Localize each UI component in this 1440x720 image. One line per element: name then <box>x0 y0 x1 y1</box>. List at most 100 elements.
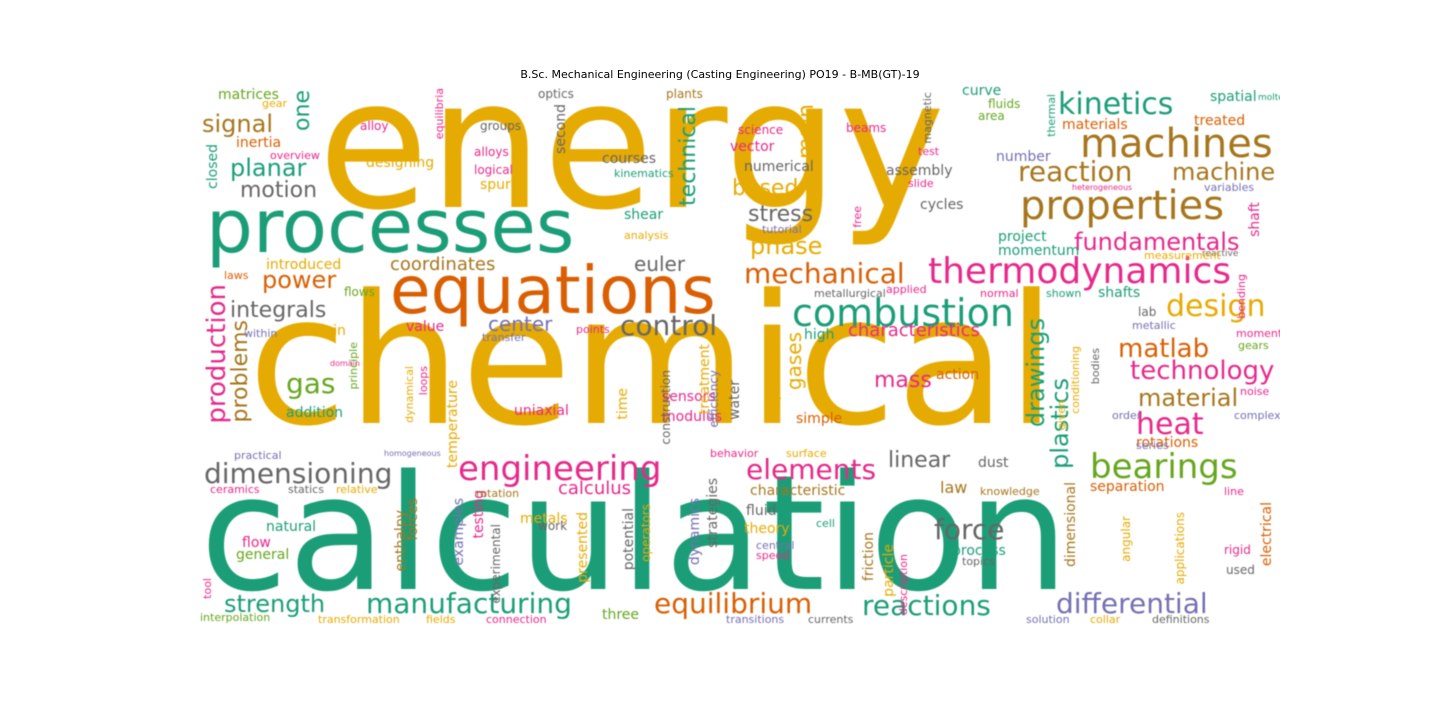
word: characteristics <box>848 320 980 341</box>
word: fields <box>426 613 456 624</box>
word: rotation <box>476 487 520 500</box>
word: particle <box>881 544 897 597</box>
word: heterogeneous <box>1072 183 1133 192</box>
word: spur <box>480 177 511 193</box>
word: courses <box>602 151 657 167</box>
word: reactions <box>862 589 991 622</box>
word: dynamics <box>687 498 703 566</box>
word: energy <box>318 84 946 250</box>
word: metals <box>520 511 568 527</box>
word: applications <box>1173 512 1187 585</box>
word: cycles <box>920 197 964 213</box>
word: strain <box>306 323 346 339</box>
word: temperature <box>445 380 461 468</box>
word: thermal <box>1045 94 1058 137</box>
word: process <box>952 543 1006 559</box>
word: general <box>236 547 290 563</box>
word: modulus <box>662 409 723 425</box>
word: signal <box>202 110 273 138</box>
word: work <box>538 519 568 533</box>
word: shear <box>624 207 664 223</box>
word: analysis <box>624 229 669 242</box>
word: momentum <box>998 243 1080 259</box>
word: curve <box>962 84 1002 99</box>
word: overview <box>270 149 320 162</box>
word: engineering <box>458 449 662 489</box>
word: closed <box>205 144 221 189</box>
word: control <box>620 309 718 342</box>
word: homogeneous <box>384 449 441 458</box>
word: slide <box>908 177 934 190</box>
word-cloud: energy chemical calculation processes eq… <box>200 84 1280 624</box>
word: gears <box>1238 339 1269 352</box>
word: center <box>488 312 553 336</box>
word: collar <box>1090 613 1121 624</box>
word: presented <box>575 512 591 583</box>
word: equations <box>390 252 716 329</box>
word: alloys <box>474 145 509 159</box>
word: applied <box>886 283 927 296</box>
word: calculation <box>200 440 1069 624</box>
word: motion <box>240 178 318 203</box>
word: value <box>406 319 445 335</box>
word: dust <box>978 455 1009 471</box>
word: natural <box>266 519 317 535</box>
word: construction <box>659 370 673 445</box>
word: cell <box>816 517 835 530</box>
word: vector <box>730 139 775 155</box>
word: dimensioning <box>204 457 393 490</box>
word: speed <box>756 549 790 562</box>
word: power <box>262 266 337 294</box>
word: potential <box>621 508 637 571</box>
word: force <box>934 513 1005 546</box>
word: line <box>1224 485 1244 498</box>
word: thermodynamics <box>928 251 1231 292</box>
word: within <box>244 327 278 340</box>
word: chemical <box>248 257 1057 466</box>
word: bearings <box>1090 447 1238 487</box>
word: relative <box>336 483 378 496</box>
word: series <box>1136 439 1169 452</box>
word: laws <box>224 269 249 282</box>
word: dynamical <box>403 366 416 423</box>
word: shaft <box>1247 202 1263 237</box>
word: domain <box>330 359 360 368</box>
word: technical <box>676 106 701 206</box>
word: topics <box>962 555 995 568</box>
word: order <box>1112 409 1142 422</box>
word: moments <box>1236 327 1280 340</box>
word: experiments <box>769 344 782 413</box>
word: sensors <box>662 389 716 405</box>
word: reactive <box>1202 249 1239 259</box>
word: transitions <box>726 613 785 624</box>
word: characteristic <box>750 483 846 499</box>
word: planar <box>230 154 307 182</box>
word: plants <box>666 87 703 101</box>
word: properties <box>1020 183 1225 229</box>
word: numerical <box>744 159 814 175</box>
word: transfer <box>482 331 526 344</box>
word: variables <box>1204 181 1255 194</box>
word: number <box>996 149 1051 165</box>
word: inertia <box>236 135 282 151</box>
word: description <box>897 554 910 616</box>
word: combustion <box>792 291 1014 335</box>
word: law <box>940 478 968 497</box>
word: equilibrium <box>654 587 813 620</box>
word: electrical <box>1259 502 1275 567</box>
word: flows <box>344 285 375 299</box>
word: water <box>727 380 743 420</box>
word: drawings <box>1022 318 1050 428</box>
word: angular <box>1119 516 1133 562</box>
word: matrices <box>218 87 279 103</box>
word: bodies <box>1089 348 1102 385</box>
word: flow <box>242 535 271 551</box>
word: main <box>794 104 819 159</box>
word: behavior <box>710 447 759 460</box>
word: noise <box>1240 385 1270 398</box>
word: spatial <box>1210 89 1257 105</box>
word: magnetic <box>921 92 934 144</box>
word: action <box>936 367 980 383</box>
word: dimensional <box>1063 482 1079 567</box>
word: principle <box>347 342 360 390</box>
